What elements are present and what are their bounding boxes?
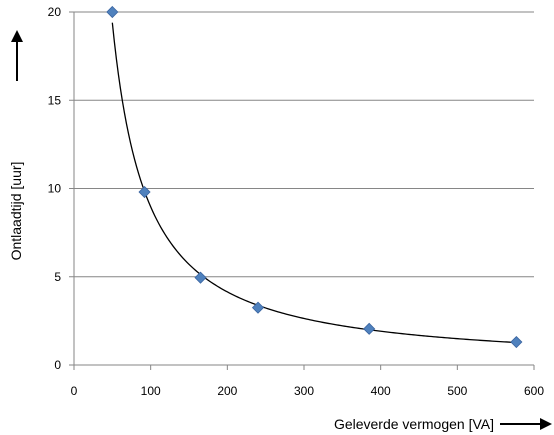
x-axis-arrow [500, 418, 552, 430]
data-point [363, 322, 376, 335]
gridlines [74, 11, 534, 278]
x-tick-label: 500 [447, 384, 467, 398]
data-point [194, 271, 207, 284]
x-tick-labels: 0 100 200 300 400 500 600 [71, 365, 544, 398]
y-tick-label: 10 [48, 182, 62, 196]
trendline [111, 22, 517, 344]
data-point [251, 301, 265, 314]
y-axis-title: Ontlaadtijd [uur] [8, 162, 24, 261]
data-points [106, 5, 523, 349]
x-tick-label: 0 [71, 384, 78, 398]
y-tick-label: 20 [48, 5, 62, 19]
y-tick-label: 15 [48, 93, 62, 107]
y-tick-labels: 0 5 10 15 20 [48, 5, 74, 372]
data-point [138, 185, 151, 199]
data-point [510, 335, 523, 349]
y-tick-label: 5 [54, 270, 61, 284]
x-tick-label: 100 [141, 384, 161, 398]
y-tick-label: 0 [54, 358, 61, 372]
data-point [106, 5, 119, 19]
x-tick-label: 200 [217, 384, 237, 398]
x-tick-label: 600 [524, 384, 544, 398]
x-axis-title: Geleverde vermogen [VA] [334, 416, 494, 432]
x-tick-label: 400 [371, 384, 391, 398]
y-axis-arrow [11, 30, 23, 81]
x-tick-label: 300 [294, 384, 314, 398]
